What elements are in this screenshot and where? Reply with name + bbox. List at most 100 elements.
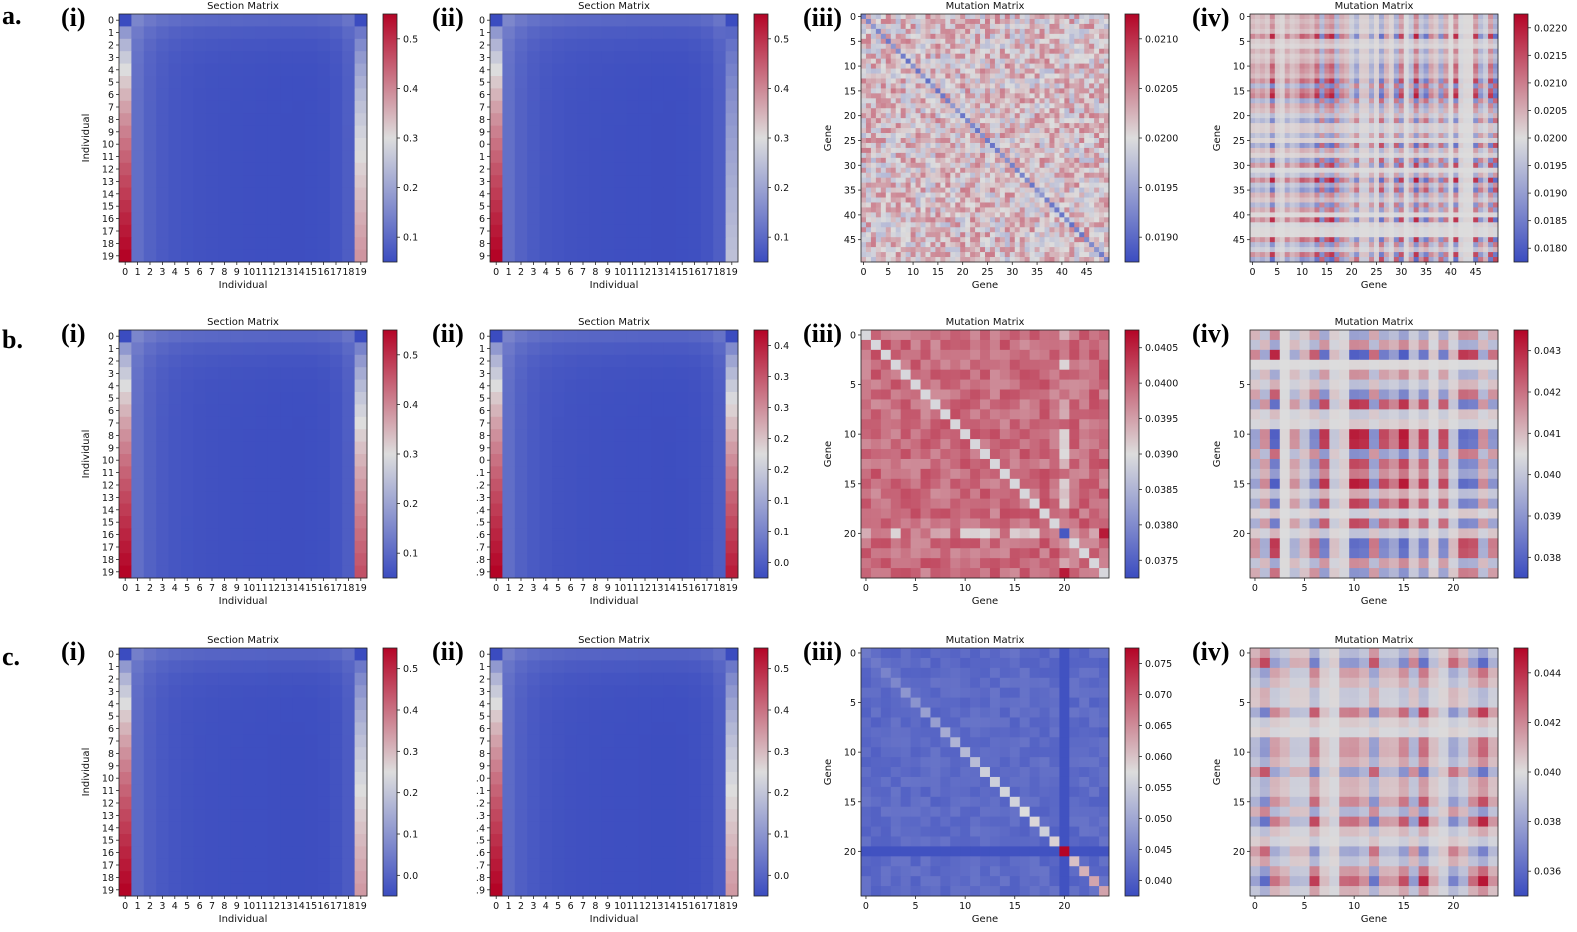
heatmap-cell bbox=[663, 224, 677, 238]
heatmap-cell bbox=[895, 162, 902, 169]
heatmap-cell bbox=[725, 224, 739, 238]
heatmap-cell bbox=[985, 83, 991, 89]
heatmap-cell bbox=[1054, 43, 1060, 50]
heatmap-cell bbox=[920, 63, 926, 69]
chart-title: Section Matrix bbox=[207, 1, 279, 12]
heatmap-cell bbox=[865, 18, 872, 25]
heatmap-cell bbox=[1334, 23, 1340, 30]
heatmap-cell bbox=[1069, 192, 1075, 198]
heatmap-cell bbox=[1079, 252, 1085, 258]
heatmap-cell bbox=[552, 187, 565, 201]
heatmap-cell bbox=[1468, 108, 1474, 114]
heatmap-cell bbox=[1019, 33, 1026, 40]
heatmap-cell bbox=[1094, 177, 1100, 184]
heatmap-cell bbox=[1398, 142, 1405, 149]
heatmap-cell bbox=[1089, 88, 1095, 94]
heatmap-cell bbox=[1004, 207, 1011, 213]
heatmap-cell bbox=[1104, 197, 1110, 203]
heatmap-cell bbox=[1259, 28, 1266, 35]
heatmap-cell bbox=[1329, 93, 1335, 99]
heatmap-cell bbox=[1250, 128, 1256, 134]
heatmap-cell bbox=[900, 108, 907, 114]
heatmap-cell bbox=[181, 249, 194, 263]
heatmap-cell bbox=[1463, 38, 1469, 45]
heatmap-cell bbox=[870, 162, 877, 169]
heatmap-cell bbox=[156, 51, 169, 64]
heatmap-cell bbox=[1453, 28, 1459, 35]
heatmap-cell bbox=[930, 152, 936, 159]
heatmap-cell bbox=[930, 118, 936, 124]
heatmap-cell bbox=[900, 147, 907, 154]
heatmap-cell bbox=[1378, 98, 1385, 104]
heatmap-cell bbox=[1314, 18, 1320, 25]
heatmap-cell bbox=[1034, 242, 1040, 248]
heatmap-cell bbox=[614, 150, 627, 164]
heatmap-cell bbox=[985, 68, 991, 74]
heatmap-cell bbox=[1034, 128, 1040, 134]
heatmap-cell bbox=[945, 123, 951, 129]
heatmap-cell bbox=[999, 207, 1006, 213]
heatmap-cell bbox=[1039, 108, 1045, 114]
heatmap-cell bbox=[1044, 93, 1050, 99]
heatmap-cell bbox=[1084, 227, 1090, 233]
heatmap-cell bbox=[925, 232, 931, 238]
heatmap-cell bbox=[1269, 58, 1276, 64]
heatmap-cell bbox=[905, 252, 911, 258]
heatmap-cell bbox=[280, 38, 293, 52]
heatmap-cell bbox=[230, 249, 244, 263]
heatmap-cell bbox=[1059, 63, 1065, 69]
heatmap-cell bbox=[1334, 33, 1340, 40]
heatmap-cell bbox=[970, 123, 976, 129]
y-tick-label: 30 bbox=[844, 161, 856, 172]
heatmap-cell bbox=[205, 63, 219, 77]
heatmap-cell bbox=[1443, 53, 1449, 60]
heatmap-cell bbox=[193, 100, 207, 114]
heatmap-cell bbox=[1054, 18, 1060, 25]
heatmap-cell bbox=[1428, 48, 1434, 55]
heatmap-cell bbox=[1468, 133, 1474, 139]
heatmap-cell bbox=[1299, 138, 1305, 144]
heatmap-cell bbox=[1473, 28, 1479, 35]
heatmap-cell bbox=[688, 162, 702, 176]
heatmap-cell bbox=[1024, 133, 1031, 139]
heatmap-cell bbox=[1089, 222, 1095, 228]
heatmap-cell bbox=[1468, 63, 1474, 69]
heatmap-cell bbox=[193, 125, 207, 139]
heatmap-cell bbox=[1393, 18, 1400, 25]
heatmap-cell bbox=[865, 128, 872, 134]
heatmap-cell bbox=[564, 150, 578, 164]
heatmap-cell bbox=[1319, 48, 1325, 55]
heatmap-cell bbox=[1009, 108, 1016, 114]
heatmap-cell bbox=[514, 187, 528, 201]
heatmap-cell bbox=[1458, 28, 1464, 35]
heatmap-cell bbox=[1468, 23, 1474, 30]
heatmap-cell bbox=[930, 187, 936, 193]
heatmap-cell bbox=[1049, 207, 1055, 213]
heatmap-cell bbox=[870, 128, 877, 134]
heatmap-cell bbox=[900, 53, 907, 60]
heatmap-cell bbox=[1443, 113, 1449, 119]
heatmap-cell bbox=[1448, 18, 1454, 25]
heatmap-cell bbox=[1398, 98, 1405, 104]
heatmap-cell bbox=[970, 182, 976, 188]
heatmap-cell bbox=[626, 88, 640, 102]
heatmap-cell bbox=[1274, 147, 1281, 154]
heatmap-cell bbox=[1314, 63, 1320, 69]
heatmap-cell bbox=[342, 125, 355, 139]
heatmap-cell bbox=[890, 172, 897, 179]
heatmap-cell bbox=[1039, 152, 1045, 159]
heatmap-cell bbox=[1418, 23, 1424, 30]
heatmap-cell bbox=[1448, 14, 1454, 20]
heatmap-cell bbox=[1383, 23, 1390, 30]
heatmap-cell bbox=[895, 43, 902, 50]
heatmap-cell bbox=[955, 252, 961, 258]
heatmap-cell bbox=[1099, 182, 1105, 188]
heatmap-cell bbox=[713, 138, 726, 151]
heatmap-cell bbox=[1304, 58, 1310, 64]
heatmap-cell bbox=[1388, 28, 1395, 35]
heatmap-cell bbox=[989, 63, 996, 69]
y-tick-label: 9 bbox=[108, 127, 114, 138]
heatmap-cell bbox=[527, 175, 540, 188]
heatmap-cell bbox=[1074, 23, 1080, 30]
heatmap-cell bbox=[1418, 53, 1424, 60]
